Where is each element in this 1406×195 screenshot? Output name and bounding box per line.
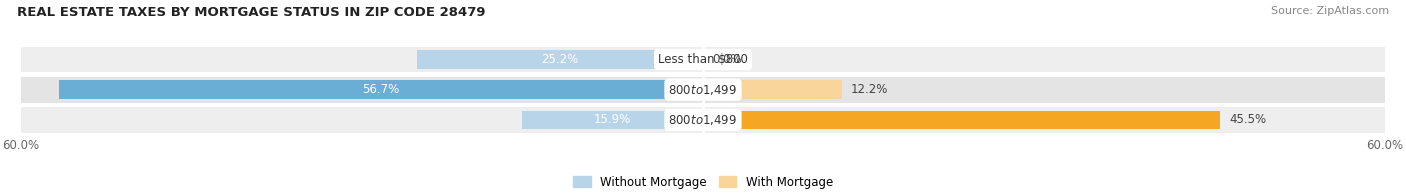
Bar	[59, 80, 703, 99]
Text: 12.2%: 12.2%	[851, 83, 889, 96]
Bar	[703, 80, 842, 99]
Legend: Without Mortgage, With Mortgage: Without Mortgage, With Mortgage	[574, 176, 832, 189]
Bar	[21, 107, 1385, 133]
Text: 56.7%: 56.7%	[363, 83, 399, 96]
Bar	[703, 111, 1220, 129]
Text: $800 to $1,499: $800 to $1,499	[668, 83, 738, 97]
Bar	[522, 111, 703, 129]
Text: 25.2%: 25.2%	[541, 53, 578, 66]
Text: Less than $800: Less than $800	[658, 53, 748, 66]
Bar	[21, 77, 1385, 103]
Text: 45.5%: 45.5%	[1229, 113, 1267, 126]
Text: 15.9%: 15.9%	[593, 113, 631, 126]
Bar	[416, 50, 703, 69]
Bar	[21, 47, 1385, 72]
Text: 0.0%: 0.0%	[711, 53, 742, 66]
Text: $800 to $1,499: $800 to $1,499	[668, 113, 738, 127]
Text: Source: ZipAtlas.com: Source: ZipAtlas.com	[1271, 6, 1389, 16]
Text: REAL ESTATE TAXES BY MORTGAGE STATUS IN ZIP CODE 28479: REAL ESTATE TAXES BY MORTGAGE STATUS IN …	[17, 6, 485, 19]
